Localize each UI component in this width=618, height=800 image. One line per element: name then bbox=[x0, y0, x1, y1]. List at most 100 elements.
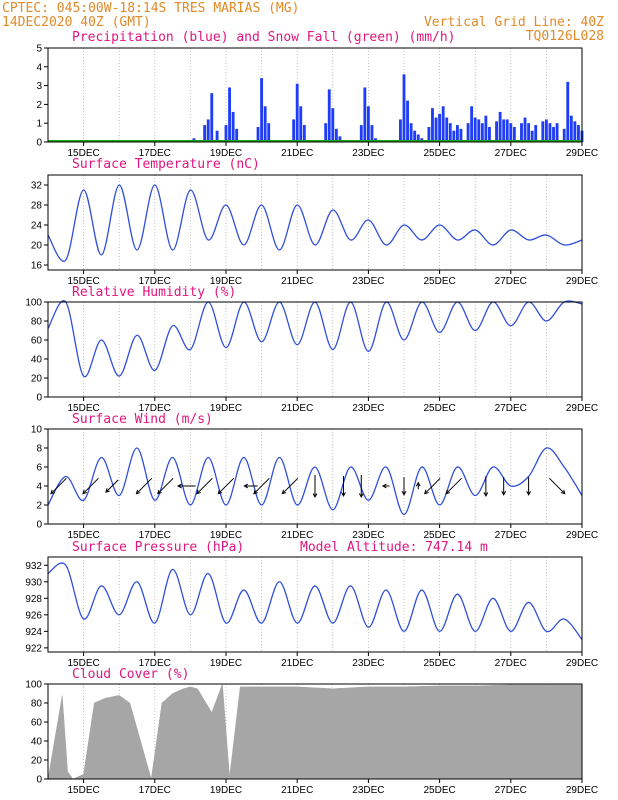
precipitation-bar bbox=[534, 125, 538, 142]
precipitation-bar bbox=[552, 126, 555, 142]
x-tick-label: 21DEC bbox=[281, 658, 313, 669]
wind-vector-head bbox=[50, 489, 55, 495]
x-tick-label: 29DEC bbox=[566, 148, 598, 159]
humidity-panel: Relative Humidity (%) bbox=[72, 285, 236, 300]
x-tick-label: 25DEC bbox=[423, 148, 455, 159]
y-tick-label: 40 bbox=[31, 737, 43, 748]
y-tick-label: 8 bbox=[36, 444, 42, 455]
wind-vector bbox=[217, 477, 235, 495]
precipitation-bar bbox=[505, 119, 509, 142]
cloud-title: Cloud Cover (%) bbox=[72, 667, 189, 682]
x-tick-label: 15DEC bbox=[67, 148, 99, 159]
vertical-grid-line-label: Vertical Grid Line: 40Z bbox=[424, 15, 604, 30]
y-tick-label: 2 bbox=[36, 501, 42, 512]
cloud-plot: 0 20 40 60 80 100 15DEC 17DEC 19DEC 21DEC 23DEC 25D… bbox=[25, 680, 598, 797]
precipitation-bar bbox=[459, 128, 463, 142]
temperature-line bbox=[47, 184, 583, 262]
precipitation-bar bbox=[235, 128, 239, 142]
humidity-plot: 0 20 40 60 80 100 15DEC 17DEC 19DEC 21DEC 23DEC 25D… bbox=[25, 298, 598, 415]
y-tick-label: 0 bbox=[36, 520, 42, 531]
y-tick-label: 20 bbox=[31, 756, 43, 767]
x-tick-label: 19DEC bbox=[210, 276, 242, 287]
wind-vector bbox=[136, 477, 153, 495]
y-tick-label: 20 bbox=[31, 374, 43, 385]
precipitation-bar bbox=[263, 106, 267, 142]
y-tick-label: 1 bbox=[36, 119, 42, 130]
precipitation-plot: 0 1 2 3 4 5 15DEC 17DEC 19DEC 21DEC 23DEC 25DEC 27DE… bbox=[36, 44, 598, 160]
x-tick-label: 23DEC bbox=[352, 658, 384, 669]
precipitation-bar bbox=[299, 106, 303, 142]
x-tick-label: 23DEC bbox=[352, 530, 384, 541]
y-tick-label: 2 bbox=[36, 100, 42, 111]
y-tick-label: 932 bbox=[25, 561, 42, 572]
wind-vector bbox=[549, 477, 566, 495]
y-tick-label: 4 bbox=[36, 482, 42, 493]
precipitation-bar bbox=[231, 111, 235, 142]
wind-vector-head bbox=[341, 492, 346, 497]
x-tick-label: 27DEC bbox=[495, 785, 527, 796]
plot-layer: 0 1 2 3 4 5 15DEC 17DEC 19DEC 21DEC 23DEC 25DEC 27DE… bbox=[25, 44, 598, 797]
x-tick-label: 29DEC bbox=[566, 658, 598, 669]
y-tick-label: 100 bbox=[25, 680, 42, 691]
precipitation-bar bbox=[466, 123, 470, 142]
wind-vector-head bbox=[358, 493, 364, 499]
y-tick-label: 0 bbox=[36, 393, 42, 404]
precipitation-bar bbox=[544, 119, 548, 142]
y-tick-label: 32 bbox=[31, 181, 43, 192]
precipitation-bar bbox=[455, 125, 459, 142]
precipitation-bar bbox=[470, 106, 474, 142]
y-tick-label: 0 bbox=[36, 138, 42, 149]
precipitation-bar bbox=[302, 125, 306, 142]
precipitation-bar bbox=[431, 108, 434, 142]
x-tick-label: 29DEC bbox=[566, 403, 598, 414]
wind-vector-head bbox=[217, 489, 223, 495]
x-tick-label: 21DEC bbox=[281, 403, 313, 414]
x-tick-label: 27DEC bbox=[495, 658, 527, 669]
wind-vector bbox=[445, 477, 462, 495]
precipitation-bar bbox=[224, 125, 228, 142]
x-tick-label: 27DEC bbox=[495, 530, 527, 541]
y-tick-label: 5 bbox=[36, 44, 42, 55]
y-tick-label: 16 bbox=[31, 261, 43, 272]
y-tick-label: 926 bbox=[25, 610, 42, 621]
precipitation-bar bbox=[448, 123, 452, 142]
precipitation-bar bbox=[256, 126, 260, 142]
x-tick-label: 25DEC bbox=[423, 530, 455, 541]
wind-vector-head bbox=[196, 489, 201, 495]
precipitation-bar bbox=[260, 78, 264, 142]
wind-vector bbox=[157, 477, 174, 495]
x-tick-label: 27DEC bbox=[495, 276, 527, 287]
precipitation-bar bbox=[523, 117, 527, 142]
precipitation-bar bbox=[206, 119, 210, 142]
precipitation-bar bbox=[215, 130, 219, 142]
precipitation-bar bbox=[484, 115, 488, 142]
station-header: CPTEC: 045:00W-18:14S TRES MARIAS (MG) bbox=[2, 1, 299, 16]
wind-vector bbox=[50, 477, 67, 495]
wind-vector-head bbox=[253, 489, 258, 495]
x-tick-label: 25DEC bbox=[423, 658, 455, 669]
y-tick-label: 80 bbox=[31, 317, 43, 328]
model-code: TQ0126L028 bbox=[526, 29, 604, 44]
x-tick-label: 17DEC bbox=[139, 785, 171, 796]
precipitation-bar bbox=[228, 87, 231, 142]
precipitation-bar bbox=[498, 111, 502, 142]
x-tick-label: 21DEC bbox=[281, 530, 313, 541]
precipitation-bar bbox=[402, 74, 406, 142]
precipitation-bar bbox=[338, 136, 342, 142]
wind-vector-head bbox=[105, 488, 110, 493]
y-tick-label: 60 bbox=[31, 336, 43, 347]
precipitation-bar bbox=[327, 89, 331, 142]
x-tick-label: 15DEC bbox=[67, 530, 99, 541]
precipitation-bar bbox=[562, 128, 566, 142]
x-tick-label: 27DEC bbox=[495, 148, 527, 159]
precipitation-bar bbox=[473, 117, 477, 142]
precipitation-bar bbox=[555, 123, 559, 142]
y-tick-label: 0 bbox=[36, 775, 42, 786]
x-tick-label: 23DEC bbox=[352, 148, 384, 159]
panel-frame bbox=[47, 174, 583, 271]
y-tick-label: 924 bbox=[25, 627, 42, 638]
precipitation-bar bbox=[530, 130, 534, 142]
y-tick-label: 24 bbox=[31, 221, 43, 232]
wind-vector-head bbox=[381, 483, 387, 489]
y-tick-label: 10 bbox=[31, 425, 43, 436]
